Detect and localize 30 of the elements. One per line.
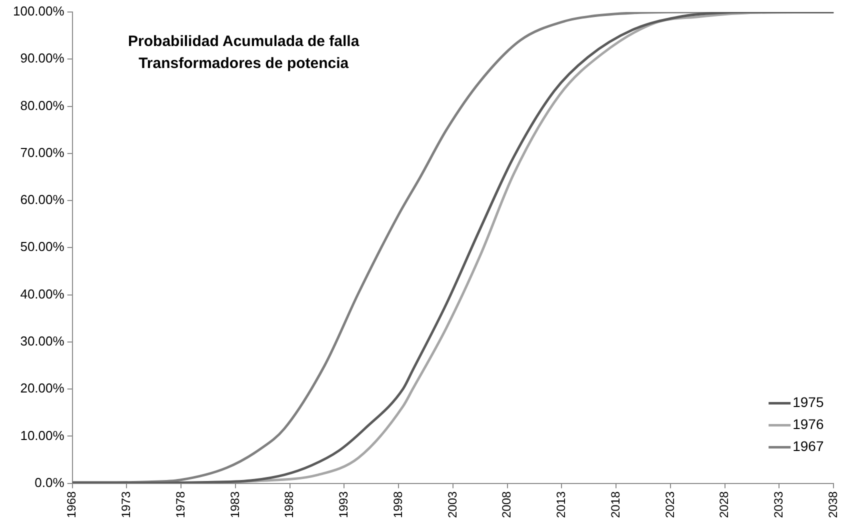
x-tick-label: 1978 — [173, 490, 188, 518]
x-tick-label: 1998 — [390, 490, 405, 518]
x-tick-label: 2013 — [554, 490, 568, 518]
y-tick-label: 10.00% — [20, 428, 65, 443]
x-tick-label: 2008 — [500, 490, 514, 518]
x-tick-label: 2023 — [662, 490, 677, 518]
x-tick-label: 1993 — [336, 490, 351, 518]
y-tick-label: 50.00% — [20, 239, 65, 254]
y-tick-label: 70.00% — [20, 144, 65, 160]
y-tick-label: 0.0% — [34, 474, 65, 490]
x-tick-label: 2028 — [717, 490, 732, 518]
x-tick-label: 2038 — [826, 490, 840, 518]
y-tick-label: 20.00% — [20, 380, 65, 396]
legend-label: 1967 — [792, 438, 824, 454]
y-tick-label: 80.00% — [20, 98, 65, 113]
x-tick-label: 2003 — [445, 490, 460, 518]
y-tick-label: 30.00% — [20, 333, 65, 348]
x-tick-label: 2033 — [772, 490, 786, 518]
x-tick-label: 1973 — [119, 490, 134, 518]
y-tick-label: 90.00% — [20, 50, 65, 66]
legend-label: 1975 — [792, 394, 824, 410]
legend-label: 1976 — [792, 416, 824, 432]
x-tick-label: 1988 — [282, 490, 296, 518]
x-tick-label: 2018 — [608, 490, 622, 518]
y-tick-label: 60.00% — [20, 192, 65, 208]
x-tick-label: 1983 — [228, 490, 242, 518]
x-tick-label: 1968 — [64, 490, 79, 518]
y-tick-label: 40.00% — [20, 286, 65, 302]
y-tick-label: 100.00% — [12, 4, 65, 19]
text: Probabilidad Acumulada de falla Transformadores de potencia — [128, 33, 360, 72]
